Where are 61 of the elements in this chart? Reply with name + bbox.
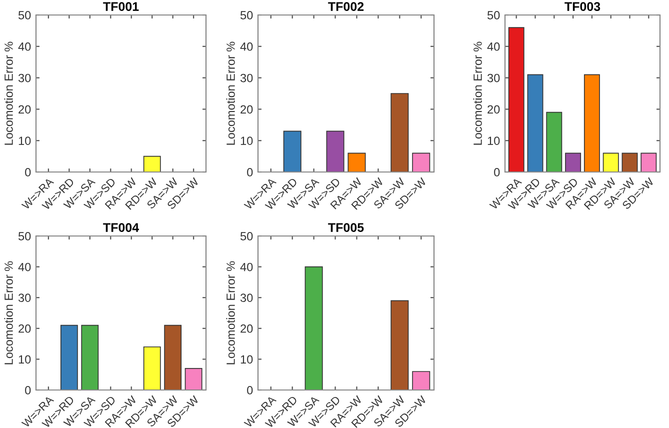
y-axis-title: Locomotion Error % xyxy=(226,42,235,145)
y-tick-label: 30 xyxy=(240,294,253,302)
bar xyxy=(390,93,409,172)
bar xyxy=(412,371,430,390)
bar xyxy=(584,74,600,172)
y-tick-label: 20 xyxy=(18,105,31,114)
bar xyxy=(184,368,202,390)
y-tick-label: 50 xyxy=(487,11,500,20)
y-tick-label: 50 xyxy=(240,232,253,240)
bar xyxy=(304,266,323,390)
y-axis-title: Locomotion Error % xyxy=(4,261,13,364)
y-tick-label: 0 xyxy=(25,386,31,394)
y-tick-label: 30 xyxy=(18,294,31,302)
chart-title: TF001 xyxy=(103,2,139,11)
bar xyxy=(412,152,430,172)
y-tick-label: 40 xyxy=(487,42,500,51)
y-tick-label: 0 xyxy=(494,168,500,176)
chart-title: TF003 xyxy=(564,2,600,11)
bar xyxy=(60,324,78,390)
y-axis-title: Locomotion Error % xyxy=(473,42,482,145)
bar xyxy=(348,152,366,172)
y-tick-label: 0 xyxy=(247,386,253,394)
bar xyxy=(640,152,657,172)
y-tick-label: 20 xyxy=(18,324,31,333)
y-tick-label: 50 xyxy=(18,11,31,20)
bar xyxy=(508,27,524,172)
y-tick-label: 40 xyxy=(240,262,253,272)
bar xyxy=(527,74,544,172)
y-tick-label: 20 xyxy=(240,105,253,114)
bar xyxy=(283,130,302,172)
bar xyxy=(326,130,344,172)
bar xyxy=(390,300,409,390)
y-axis-title: Locomotion Error % xyxy=(4,42,13,145)
bar xyxy=(602,152,619,172)
y-tick-label: 10 xyxy=(240,136,253,145)
bar xyxy=(546,112,562,172)
y-tick-label: 30 xyxy=(240,74,253,82)
y-tick-label: 30 xyxy=(487,74,500,82)
chart-title: TF002 xyxy=(328,2,364,11)
y-tick-label: 50 xyxy=(18,232,31,240)
y-tick-label: 40 xyxy=(18,42,31,51)
y-tick-label: 0 xyxy=(25,168,31,176)
y-tick-label: 20 xyxy=(488,105,500,114)
y-axis-title: Locomotion Error % xyxy=(226,261,235,364)
chart-title: TF004 xyxy=(103,223,139,232)
y-tick-label: 30 xyxy=(18,74,31,82)
y-tick-label: 0 xyxy=(247,168,253,176)
bar xyxy=(565,152,582,172)
y-tick-label: 10 xyxy=(18,136,31,145)
bar xyxy=(143,346,161,390)
y-tick-label: 10 xyxy=(18,355,31,364)
bar xyxy=(164,324,182,390)
chart-title: TF005 xyxy=(328,223,364,232)
y-tick-label: 40 xyxy=(18,262,31,272)
y-tick-label: 10 xyxy=(240,355,253,364)
y-tick-label: 50 xyxy=(240,11,253,20)
y-tick-label: 40 xyxy=(240,42,253,51)
bar xyxy=(622,152,638,172)
y-tick-label: 10 xyxy=(488,136,500,145)
y-tick-label: 20 xyxy=(240,324,253,333)
bar xyxy=(81,324,99,390)
